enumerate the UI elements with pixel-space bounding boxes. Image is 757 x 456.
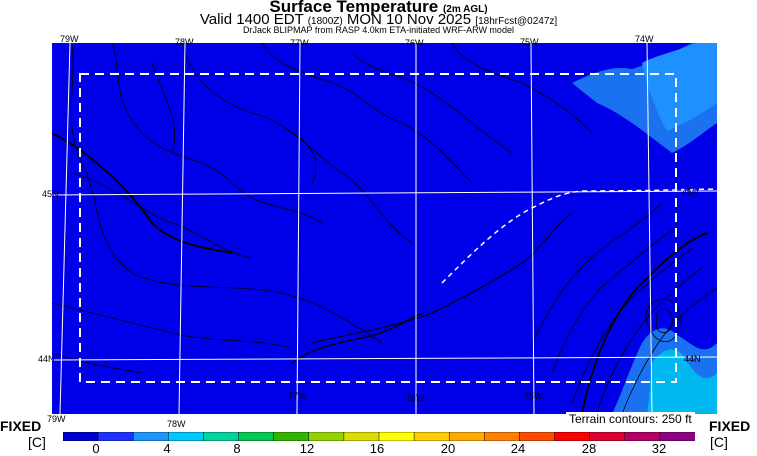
- valid-time: Valid 1400 EDT (1800Z) MON 10 Nov 2025 […: [0, 11, 757, 28]
- lon-label-bottom-3: 76W: [406, 393, 425, 403]
- shoreline-islands: [291, 312, 423, 364]
- colorbar-swatch-3: [168, 432, 205, 441]
- colorbar-swatch-7: [308, 432, 345, 441]
- warm-area-northeast-inner: [642, 43, 717, 131]
- colorbar-tick-16: 16: [369, 441, 385, 456]
- lon-label-top-4: 75W: [520, 37, 539, 47]
- colorbar-swatch-1: [97, 432, 134, 441]
- colorbar-swatch-10: [413, 432, 450, 441]
- colorbar-swatch-2: [132, 432, 170, 441]
- lon-label-top-0: 79W: [60, 34, 79, 44]
- forecast-info: [18hrFcst@0247z]: [475, 16, 558, 27]
- lake-shoreline: [311, 212, 573, 344]
- domain-box: [79, 73, 677, 383]
- colorbar-tick-20: 20: [440, 441, 456, 456]
- lon-label-top-5: 74W: [635, 34, 654, 44]
- temperature-map: [52, 43, 717, 414]
- lon-label-top-1: 78W: [175, 37, 194, 47]
- colorbar-swatch-8: [343, 432, 380, 441]
- valid-date: MON 10 Nov 2025: [346, 11, 472, 28]
- colorbar-swatch-0: [63, 432, 99, 441]
- lon-label-bottom-2: 77W: [288, 391, 307, 401]
- colorbar-swatch-12: [484, 432, 521, 441]
- colorbar-left-unit: [C]: [28, 434, 46, 450]
- colorbar-right-label: FIXED: [709, 418, 751, 434]
- colorbar-tick-4: 4: [163, 441, 171, 456]
- colorbar-swatch-5: [238, 432, 275, 441]
- international-border: [441, 188, 717, 284]
- graticule: [52, 43, 717, 414]
- colorbar-swatch-11: [448, 432, 486, 441]
- warm-area-southeast-inner: [647, 349, 717, 414]
- lon-label-top-2: 77W: [290, 38, 309, 48]
- colorbar-right-unit: [C]: [710, 434, 728, 450]
- terrain-contours: [52, 43, 717, 414]
- title-main: Surface Temperature: [269, 0, 439, 16]
- colorbar-tick-24: 24: [510, 441, 526, 456]
- colorbar-swatch-6: [273, 432, 310, 441]
- colorbar-left-label: FIXED: [0, 418, 42, 434]
- colorbar-swatch-16: [624, 432, 661, 441]
- colorbar-swatch-17: [659, 432, 695, 441]
- valid-prefix: Valid 1400 EDT: [199, 11, 304, 28]
- title-sub: (2m AGL): [442, 4, 488, 15]
- colorbar-swatch-4: [203, 432, 240, 441]
- colorbar: [63, 432, 695, 441]
- lat-label-right-1: 44N: [684, 354, 701, 364]
- lat-label-right-0: 45N: [682, 187, 699, 197]
- colorbar-tick-0: 0: [92, 441, 100, 456]
- colorbar-tick-28: 28: [581, 441, 597, 456]
- colorbar-swatch-14: [554, 432, 591, 441]
- colorbar-tick-12: 12: [299, 441, 315, 456]
- colorbar-swatch-15: [589, 432, 626, 441]
- lon-label-bottom-0: 79W: [47, 414, 66, 424]
- terrain-contour-note: Terrain contours: 250 ft: [566, 412, 695, 426]
- lon-label-top-3: 76W: [405, 38, 424, 48]
- colorbar-tick-8: 8: [233, 441, 241, 456]
- lon-label-bottom-4: 75W: [524, 391, 543, 401]
- lon-label-bottom-1: 78W: [167, 419, 186, 429]
- colorbar-swatch-9: [378, 432, 415, 441]
- lat-label-left-0: 45N: [42, 189, 59, 199]
- colorbar-swatch-13: [519, 432, 556, 441]
- model-info: DrJack BLIPMAP from RASP 4.0km ETA-initi…: [243, 25, 514, 35]
- thick-terrain-contours: [52, 132, 708, 414]
- valid-utc: (1800Z): [307, 16, 343, 27]
- colorbar-tick-32: 32: [651, 441, 667, 456]
- chart-title: Surface Temperature (2m AGL): [0, 0, 757, 17]
- lat-label-left-1: 44N: [38, 354, 55, 364]
